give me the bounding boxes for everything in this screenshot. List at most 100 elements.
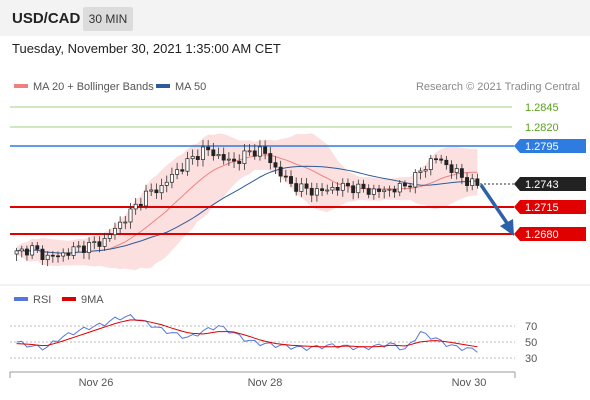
candle-body xyxy=(14,250,19,255)
candle-body xyxy=(113,228,117,236)
chart-header: USD/CAD 30 MIN xyxy=(0,0,590,36)
copyright-text: Research © 2021 Trading Central xyxy=(416,81,580,93)
candle-body xyxy=(180,169,185,172)
level-label-2: 1.2820 xyxy=(525,122,559,134)
level-badge-4 xyxy=(514,200,586,214)
candle-body xyxy=(56,255,60,258)
candle-body xyxy=(61,252,66,257)
candle-body xyxy=(408,185,413,188)
candle-body xyxy=(169,174,174,183)
candle-body xyxy=(402,183,407,187)
level-label-5: 1.2680 xyxy=(525,229,559,241)
rsi-legend-label: RSI xyxy=(33,294,51,306)
candle-body xyxy=(413,172,418,188)
level-badge-5 xyxy=(514,227,586,241)
bollinger-band xyxy=(16,133,478,271)
symbol-title: USD/CAD xyxy=(12,10,81,27)
candle-body xyxy=(459,168,464,178)
candle-body xyxy=(226,158,231,161)
candle-body xyxy=(232,158,237,162)
candle-body xyxy=(418,170,423,173)
candle-body xyxy=(304,183,309,189)
candle-body xyxy=(195,156,200,160)
candle-body xyxy=(71,246,76,256)
candle-body xyxy=(314,188,319,196)
candle-body xyxy=(35,245,40,250)
candle-body xyxy=(283,175,288,178)
candle-body xyxy=(164,181,169,186)
candle-body xyxy=(361,183,366,189)
candle-body xyxy=(216,154,221,157)
candle-body xyxy=(242,150,247,164)
candle-body xyxy=(45,254,50,260)
candle-body xyxy=(356,183,361,194)
rsi-level-70-label: 70 xyxy=(525,321,537,333)
level-label-4: 1.2715 xyxy=(525,202,559,214)
candle-body xyxy=(40,248,45,260)
rsi-level-30-label: 30 xyxy=(525,353,537,365)
candle-body xyxy=(273,162,278,168)
ma20-legend-label: MA 20 + Bollinger Bands xyxy=(33,81,154,93)
candle-body xyxy=(335,186,340,191)
candle-body xyxy=(325,189,330,192)
timeframe-button[interactable]: 30 MIN xyxy=(83,7,133,31)
candlestick-series xyxy=(14,140,480,267)
candle-body xyxy=(102,238,107,247)
candle-body xyxy=(444,159,449,166)
candle-body xyxy=(346,182,350,187)
candle-body xyxy=(252,150,257,157)
candle-body xyxy=(278,166,283,177)
candle-body xyxy=(190,156,195,160)
rsi-ma-legend-swatch xyxy=(62,297,76,301)
candle-body xyxy=(138,203,143,207)
forecast-arrow-head xyxy=(500,219,514,236)
candle-body xyxy=(475,178,480,186)
x-tick-nov26: Nov 26 xyxy=(79,377,114,389)
candle-body xyxy=(351,185,356,194)
candle-body xyxy=(428,158,433,170)
level-badge-3 xyxy=(514,139,586,153)
candle-body xyxy=(149,189,154,192)
candle-body xyxy=(309,187,314,196)
x-tick-nov28: Nov 28 xyxy=(248,377,283,389)
chart-datetime: Tuesday, November 30, 2021 1:35:00 AM CE… xyxy=(12,41,281,56)
candle-body xyxy=(128,208,133,223)
candle-body xyxy=(268,153,273,164)
candle-body xyxy=(289,176,293,184)
level-label-1: 1.2845 xyxy=(525,102,559,114)
candle-body xyxy=(377,188,381,192)
candle-body xyxy=(87,242,92,253)
forecast-arrow xyxy=(479,184,511,227)
candle-body xyxy=(201,146,205,160)
candle-body xyxy=(24,248,29,256)
candle-body xyxy=(397,183,402,193)
candle-body xyxy=(387,188,392,191)
ma20-legend-swatch xyxy=(14,84,28,88)
candle-body xyxy=(19,248,24,252)
candle-body xyxy=(371,188,376,195)
rsi-level-50-label: 50 xyxy=(525,337,537,349)
candle-body xyxy=(423,169,428,172)
current-price-badge xyxy=(514,177,586,191)
candle-body xyxy=(66,252,71,256)
candle-body xyxy=(92,241,97,244)
candle-body xyxy=(118,221,123,229)
candle-body xyxy=(154,189,159,194)
candle-body xyxy=(330,186,335,191)
candle-body xyxy=(159,185,164,194)
candle-body xyxy=(454,168,459,173)
ma50-legend-label: MA 50 xyxy=(175,81,206,93)
candle-body xyxy=(247,150,252,153)
candle-body xyxy=(30,245,35,256)
rsi-ma-line xyxy=(16,319,478,348)
candle-body xyxy=(185,158,190,172)
ma50-legend-swatch xyxy=(156,84,170,88)
candle-body xyxy=(382,189,387,192)
candle-body xyxy=(133,203,138,210)
rsi-ma-legend-label: 9MA xyxy=(81,294,104,306)
candle-body xyxy=(107,234,112,239)
candle-body xyxy=(211,149,216,157)
candle-body xyxy=(175,169,180,175)
candle-body xyxy=(81,245,86,253)
